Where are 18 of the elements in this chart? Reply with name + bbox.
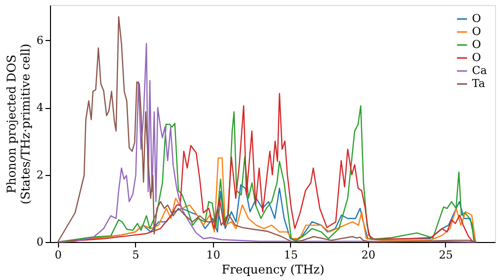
y-tick-label: 6 [36,34,44,47]
y-tick-label: 0 [36,236,44,248]
x-tick-label: 25 [438,248,453,262]
legend-label: O [472,51,482,64]
x-tick-label: 0 [54,248,62,262]
legend-label: Ta [472,77,486,90]
y-axis-title: Phonon projected DOS (States/THz·primitive cell) [4,44,32,204]
x-tick-label: 20 [361,248,376,262]
x-axis-title: Frequency (THz) [222,262,324,276]
legend-label: O [472,25,482,38]
y-tick-label: 4 [36,101,44,114]
legend-label: O [472,12,482,25]
legend-label: Ca [472,64,488,77]
x-tick-label: 15 [284,248,298,262]
x-tick-label: 5 [132,248,140,262]
y-tick-label: 2 [36,168,44,182]
legend-label: O [472,38,482,51]
x-tick-label: 10 [206,248,220,262]
